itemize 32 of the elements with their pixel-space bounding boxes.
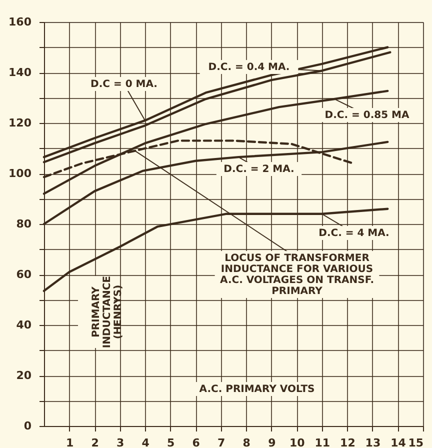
x-tick-label: 14 — [390, 436, 406, 448]
x-tick-label: 10 — [290, 436, 306, 448]
series-label: D.C. = 0.85 MA — [324, 110, 410, 121]
text: D.C = 0 MA. — [90, 79, 158, 90]
series-label: D.C. = 4 MA. — [318, 228, 390, 239]
series-label: D.C. = 0.4 MA. — [208, 62, 290, 73]
x-tick-label: 6 — [192, 436, 200, 448]
x-tick-label: 3 — [116, 436, 124, 448]
x-tick-label: 2 — [91, 436, 99, 448]
y-tick-label: 40 — [16, 318, 32, 332]
x-tick-label: 11 — [314, 436, 330, 448]
y-tick-label: 60 — [16, 268, 32, 281]
x-tick-label: 4 — [142, 436, 150, 448]
y-tick-label: 160 — [8, 16, 32, 28]
x-tick-label: 12 — [340, 436, 356, 448]
x-axis-title: A.C. PRIMARY VOLTS — [199, 384, 315, 395]
x-tick-label: 7 — [218, 436, 226, 448]
x-tick-label: 5 — [167, 436, 175, 448]
series-label: D.C. = 2 MA. — [224, 164, 294, 175]
y-tick-label: 140 — [8, 66, 32, 79]
x-tick-label: 8 — [242, 436, 250, 448]
y-tick-label: 20 — [16, 369, 32, 382]
x-tick-label: 15 — [408, 436, 424, 448]
x-tick-label: 13 — [365, 436, 381, 448]
y-tick-label: 120 — [8, 116, 32, 130]
y-tick-label: 100 — [8, 167, 32, 180]
y-axis-title: PRIMARY INDUCTANCE (HENRYS) — [91, 276, 124, 348]
x-tick-label: 9 — [268, 436, 276, 448]
x-tick-label: 1 — [66, 436, 74, 448]
y-tick-label: 0 — [24, 420, 32, 432]
y-tick-label: 80 — [16, 218, 32, 230]
text: LOCUS OF TRANSFORMER INDUCTANCE FOR VARIOUS A.C. VOLTAGES ON TRANSF. PRIMARY — [220, 253, 374, 297]
